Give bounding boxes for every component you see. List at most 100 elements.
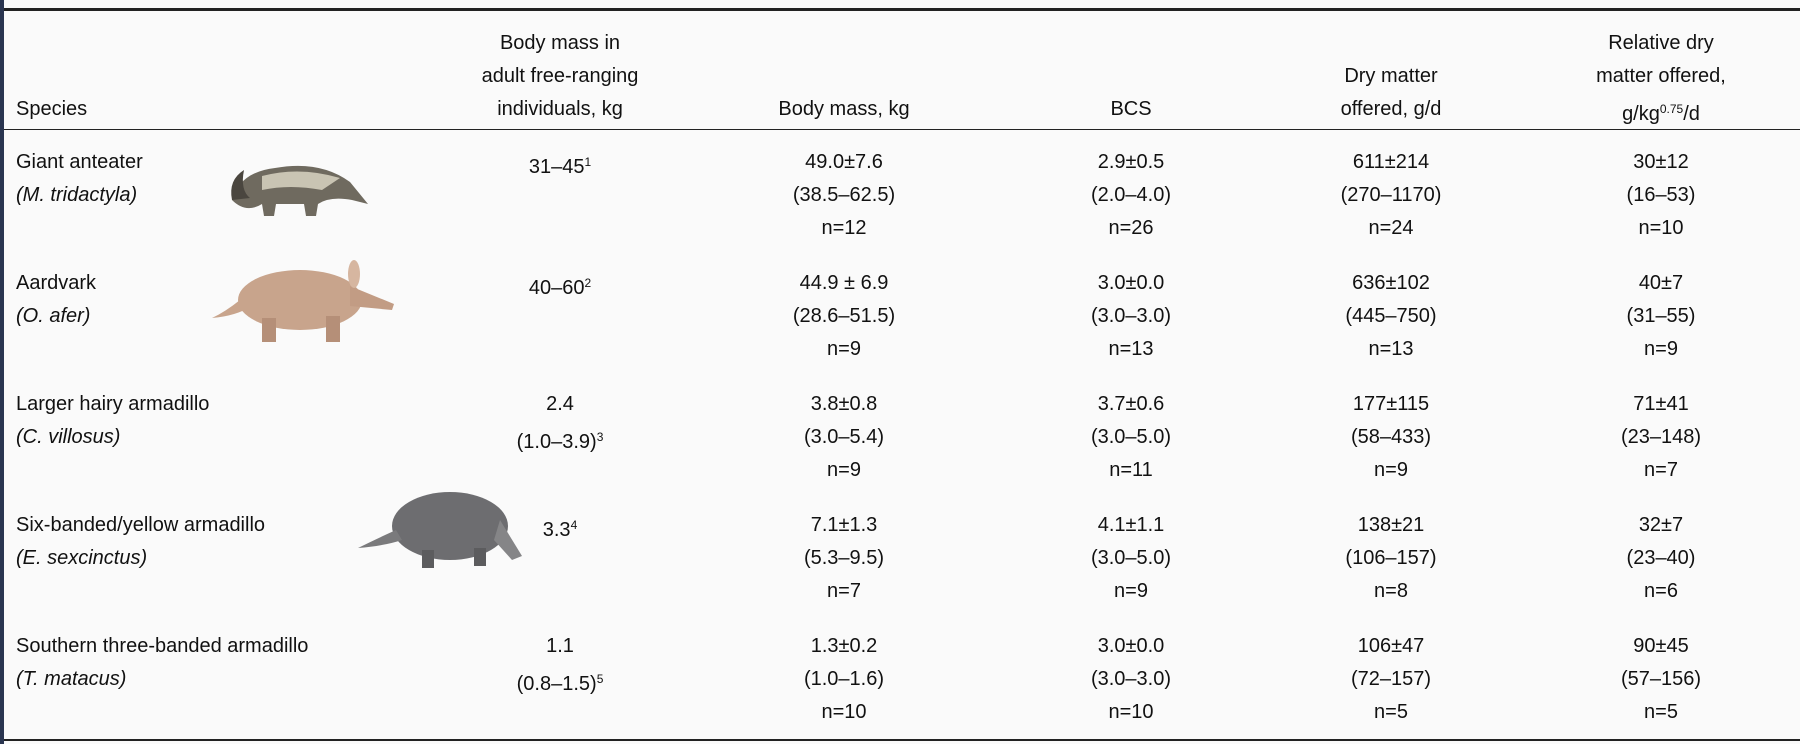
species-latin: (M. tridactyla) xyxy=(16,184,138,206)
header-line: matter offered, xyxy=(1561,60,1761,93)
cell-line: 3.0±0.0 xyxy=(1097,272,1165,294)
header-line: Relative dry xyxy=(1561,27,1761,60)
header-text: g/kg xyxy=(1622,103,1660,125)
header-cell: BCS xyxy=(1031,93,1231,126)
species-name: Larger hairy armadillo xyxy=(16,393,210,415)
free-ranging-value: (1.0–3.9) xyxy=(516,431,597,453)
free-ranging-value: 2.4 xyxy=(546,393,574,415)
cell-line: 3.0±0.0 xyxy=(1097,635,1165,657)
cell-line: 30±12 xyxy=(1633,151,1689,173)
cell-line: 2.9±0.5 xyxy=(1097,151,1165,173)
cell-line: (270–1170) xyxy=(1340,184,1442,206)
cell-line: n=9 xyxy=(827,459,861,481)
header-line: individuals, kg xyxy=(460,93,660,126)
cell-line: (38.5–62.5) xyxy=(792,184,896,206)
cell-line: n=10 xyxy=(821,701,867,723)
header-text: Dry matter xyxy=(1344,65,1438,87)
cell-line: n=9 xyxy=(1374,459,1408,481)
body-mass-cell: 7.1±1.3 (5.3–9.5) n=7 xyxy=(744,509,944,608)
header-text: /d xyxy=(1683,103,1700,125)
cell-line: n=9 xyxy=(1114,580,1148,602)
edge-strip xyxy=(0,0,4,744)
header-line: Body mass in xyxy=(460,27,660,60)
cell-line: (1.0–1.6) xyxy=(803,668,885,690)
header-line: Dry matter xyxy=(1291,60,1491,93)
species-latin: (E. sexcinctus) xyxy=(16,547,148,569)
bcs-cell: 4.1±1.1 (3.0–5.0) n=9 xyxy=(1031,509,1231,608)
header-cell: Body mass in adult free-ranging individual… xyxy=(460,27,660,126)
cell-line: n=6 xyxy=(1644,580,1678,602)
free-ranging-line: 1.1 xyxy=(460,630,660,663)
free-ranging-value: 31–45 xyxy=(528,156,585,178)
cell-line: 7.1±1.3 xyxy=(810,514,878,536)
cell-line: (3.0–3.0) xyxy=(1090,668,1172,690)
cell-line: n=9 xyxy=(1644,338,1678,360)
header-text: individuals, kg xyxy=(497,98,623,120)
free-ranging-value: 1.1 xyxy=(546,635,574,657)
header-text: Relative dry xyxy=(1608,32,1714,54)
species-latin: (O. afer) xyxy=(16,305,91,327)
species-cell: Six-banded/yellow armadillo (E. sexcinctu… xyxy=(16,509,436,575)
header-line: offered, g/d xyxy=(1291,93,1491,126)
cell-line: 44.9 ± 6.9 xyxy=(799,272,889,294)
free-ranging-value: 40–60 xyxy=(528,277,585,299)
cell-line: n=11 xyxy=(1109,459,1153,481)
species-cell: Giant anteater (M. tridactyla) xyxy=(16,146,436,212)
cell-line: (3.0–5.0) xyxy=(1090,547,1172,569)
cell-line: (16–53) xyxy=(1626,184,1696,206)
cell-line: 90±45 xyxy=(1633,635,1689,657)
cell-line: 138±21 xyxy=(1357,514,1425,536)
cell-line: 106±47 xyxy=(1357,635,1425,657)
footnote-ref: 1 xyxy=(584,155,592,169)
cell-line: 636±102 xyxy=(1352,272,1430,294)
cell-line: n=7 xyxy=(827,580,861,602)
header-cell: Species xyxy=(16,93,436,126)
cell-line: (57–156) xyxy=(1620,668,1702,690)
species-name: Giant anteater xyxy=(16,151,143,173)
species-latin: (T. matacus) xyxy=(16,668,127,690)
dry-matter-cell: 138±21 (106–157) n=8 xyxy=(1291,509,1491,608)
free-ranging-line: (0.8–1.5)5 xyxy=(460,663,660,696)
top-rule xyxy=(4,8,1800,11)
anteater-illustration xyxy=(231,165,368,216)
free-ranging-cell: 3.34 xyxy=(460,509,660,542)
cell-line: n=10 xyxy=(1108,701,1154,723)
relative-dry-cell: 30±12 (16–53) n=10 xyxy=(1561,146,1761,245)
free-ranging-cell: 2.4 (1.0–3.9)3 xyxy=(460,388,660,454)
cell-line: (58–433) xyxy=(1350,426,1432,448)
header-line: Body mass, kg xyxy=(744,93,944,126)
dry-matter-cell: 636±102 (445–750) n=13 xyxy=(1291,267,1491,366)
cell-line: n=12 xyxy=(821,217,867,239)
header-line: g/kg0.75/d xyxy=(1561,93,1761,126)
free-ranging-line: 31–451 xyxy=(460,146,660,179)
species-cell: Larger hairy armadillo (C. villosus) xyxy=(16,388,436,454)
relative-dry-cell: 71±41 (23–148) n=7 xyxy=(1561,388,1761,487)
cell-line: n=13 xyxy=(1368,338,1414,360)
header-rule xyxy=(4,129,1800,130)
header-text: matter offered, xyxy=(1596,65,1726,87)
cell-line: (106–157) xyxy=(1345,547,1437,569)
header-text: BCS xyxy=(1110,98,1152,120)
cell-line: (3.0–5.4) xyxy=(803,426,885,448)
cell-line: 177±115 xyxy=(1352,393,1430,415)
relative-dry-cell: 40±7 (31–55) n=9 xyxy=(1561,267,1761,366)
cell-line: (31–55) xyxy=(1626,305,1696,327)
bcs-cell: 3.7±0.6 (3.0–5.0) n=11 xyxy=(1031,388,1231,487)
cell-line: n=24 xyxy=(1368,217,1414,239)
cell-line: n=10 xyxy=(1638,217,1684,239)
cell-line: 3.7±0.6 xyxy=(1097,393,1165,415)
header-cell: Dry matter offered, g/d xyxy=(1291,60,1491,126)
cell-line: 71±41 xyxy=(1633,393,1689,415)
cell-line: 611±214 xyxy=(1352,151,1430,173)
bcs-cell: 2.9±0.5 (2.0–4.0) n=26 xyxy=(1031,146,1231,245)
cell-line: n=13 xyxy=(1108,338,1154,360)
cell-line: 32±7 xyxy=(1638,514,1684,536)
body-mass-cell: 3.8±0.8 (3.0–5.4) n=9 xyxy=(744,388,944,487)
header-text: Species xyxy=(16,98,88,120)
header-text: adult free-ranging xyxy=(481,65,639,87)
header-cell: Relative dry matter offered, g/kg0.75/d xyxy=(1561,27,1761,126)
species-cell: Southern three-banded armadillo (T. matac… xyxy=(16,630,436,696)
header-text: offered, g/d xyxy=(1340,98,1442,120)
